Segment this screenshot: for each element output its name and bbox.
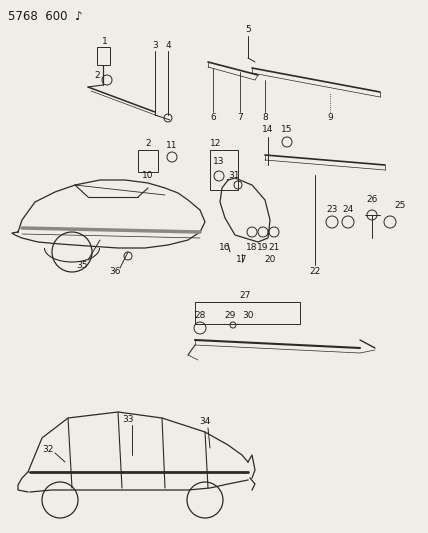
Text: 18: 18 [246,244,258,253]
Text: 35: 35 [76,261,88,270]
Text: 6: 6 [210,114,216,123]
Text: 24: 24 [342,206,354,214]
Text: 31: 31 [228,171,240,180]
Text: 8: 8 [262,114,268,123]
Text: 13: 13 [213,157,225,166]
Text: 11: 11 [166,141,178,149]
Text: 5768  600  ♪: 5768 600 ♪ [8,10,83,23]
Text: 1: 1 [102,37,108,46]
Text: 2: 2 [145,140,151,149]
Text: 17: 17 [236,255,248,264]
Text: 16: 16 [219,244,231,253]
Text: 7: 7 [237,114,243,123]
Text: 29: 29 [224,311,236,320]
Text: 15: 15 [281,125,293,134]
Text: 22: 22 [309,268,321,277]
Text: 30: 30 [242,311,254,320]
Text: 25: 25 [394,200,406,209]
Text: 26: 26 [366,196,377,205]
Text: 27: 27 [239,290,251,300]
Text: 34: 34 [199,417,211,426]
Bar [138,150,158,172]
Text: 12: 12 [210,140,221,149]
Text: 3: 3 [152,41,158,50]
Bar [195,302,300,324]
Text: 2: 2 [94,70,100,79]
Bar [97,47,110,65]
Text: 32: 32 [42,446,54,455]
Text: 36: 36 [109,268,121,277]
Text: 23: 23 [326,206,338,214]
Text: 10: 10 [142,172,154,181]
Text: 9: 9 [327,114,333,123]
Bar [210,150,238,190]
Text: 5: 5 [245,26,251,35]
Text: 28: 28 [194,311,206,320]
Text: 19: 19 [257,244,269,253]
Text: 33: 33 [122,416,134,424]
Text: 21: 21 [268,244,279,253]
Text: 20: 20 [265,255,276,264]
Text: 4: 4 [165,41,171,50]
Text: 14: 14 [262,125,273,134]
